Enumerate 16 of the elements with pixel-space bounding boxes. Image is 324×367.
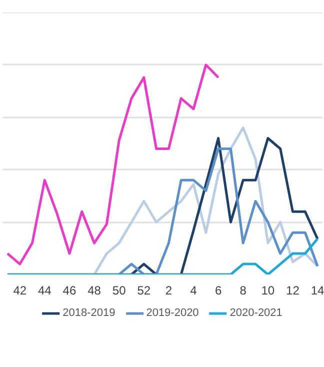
legend-label: 2018-2019 xyxy=(62,307,116,319)
x-tick-label: 42 xyxy=(13,284,27,298)
x-tick-label: 44 xyxy=(38,284,52,298)
x-tick-label: 12 xyxy=(286,284,300,298)
legend-label: 2020-2021 xyxy=(230,307,282,319)
x-tick-label: 50 xyxy=(112,284,126,298)
x-tick-label: 46 xyxy=(62,284,76,298)
x-tick-label: 48 xyxy=(88,284,102,298)
x-tick-label: 10 xyxy=(261,284,275,298)
x-tick-label: 4 xyxy=(190,284,198,298)
x-tick-label: 52 xyxy=(137,284,151,298)
x-tick-label: 2 xyxy=(165,284,172,298)
x-tick-label: 14 xyxy=(310,284,324,298)
x-tick-label: 8 xyxy=(240,284,247,298)
x-tick-label: 6 xyxy=(214,284,222,298)
legend-label: 2019-2020 xyxy=(146,307,199,319)
